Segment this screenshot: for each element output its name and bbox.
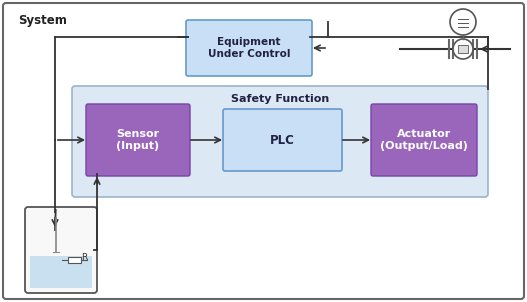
Text: Equipment
Under Control: Equipment Under Control (208, 37, 290, 59)
FancyBboxPatch shape (72, 86, 488, 197)
Text: R: R (82, 253, 88, 262)
Text: Actuator
(Output/Load): Actuator (Output/Load) (380, 129, 468, 151)
Text: Safety Function: Safety Function (231, 94, 329, 104)
FancyBboxPatch shape (223, 109, 342, 171)
FancyBboxPatch shape (371, 104, 477, 176)
FancyBboxPatch shape (86, 104, 190, 176)
Circle shape (450, 9, 476, 35)
Text: System: System (18, 14, 67, 27)
FancyBboxPatch shape (25, 207, 97, 293)
Bar (458, 45, 468, 53)
Circle shape (453, 39, 473, 59)
FancyBboxPatch shape (186, 20, 312, 76)
Bar (67, 257, 81, 263)
FancyBboxPatch shape (3, 3, 524, 299)
Bar (30, 256, 92, 288)
Text: PLC: PLC (270, 133, 295, 146)
Text: Sensor
(Input): Sensor (Input) (116, 129, 160, 151)
